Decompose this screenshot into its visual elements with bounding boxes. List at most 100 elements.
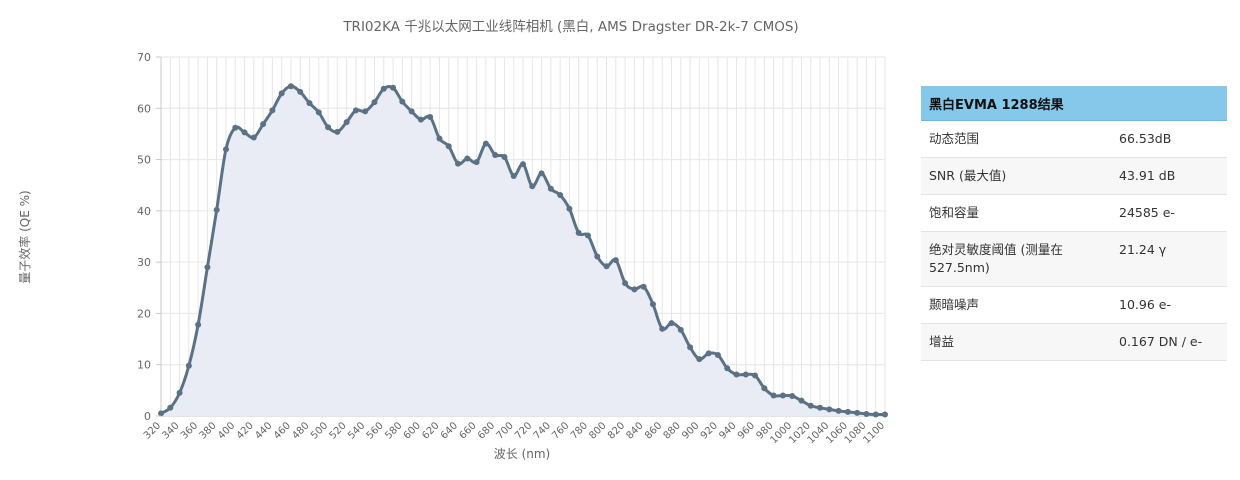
x-tick-label: 320 [142, 420, 163, 441]
qe-data-point [714, 351, 721, 358]
qe-data-point [436, 135, 443, 142]
qe-data-point [325, 124, 332, 131]
qe-data-point [612, 257, 619, 264]
qe-data-point [501, 154, 508, 161]
qe-data-point [844, 408, 851, 415]
qe-data-point [631, 286, 638, 293]
qe-area-fill [161, 86, 885, 417]
y-tick-label: 10 [137, 359, 151, 372]
qe-data-point [464, 155, 471, 162]
x-tick-label: 840 [625, 420, 646, 441]
qe-data-point [742, 371, 749, 378]
x-tick-label: 720 [513, 420, 534, 441]
qe-data-point [492, 151, 499, 158]
qe-data-point [417, 116, 424, 123]
qe-data-point [705, 350, 712, 357]
x-tick-label: 500 [309, 420, 330, 441]
x-tick-label: 520 [327, 420, 348, 441]
x-tick-label: 380 [198, 420, 219, 441]
qe-data-point [482, 140, 489, 147]
panel-title: 黑白EVMA 1288结果 [921, 86, 1227, 121]
result-row: 动态范围 66.53dB [921, 121, 1227, 158]
qe-data-point [222, 146, 229, 153]
qe-data-point [408, 108, 415, 115]
qe-data-point [854, 409, 861, 416]
result-label: 颞暗噪声 [929, 297, 980, 312]
qe-data-point [594, 253, 601, 260]
qe-data-point [334, 128, 341, 135]
x-tick-label: 340 [160, 420, 181, 441]
qe-data-point [547, 185, 554, 192]
x-tick-label: 660 [457, 420, 478, 441]
x-tick-label: 900 [680, 420, 701, 441]
qe-data-point [798, 397, 805, 404]
y-tick-labels: 0 10 20 30 40 50 60 70 [137, 51, 161, 423]
qe-data-point [213, 206, 220, 213]
x-tick-label: 820 [606, 420, 627, 441]
qe-data-point [427, 114, 434, 121]
qe-data-point [529, 183, 536, 190]
qe-data-point [260, 121, 267, 128]
result-row: SNR (最大值) 43.91 dB [921, 158, 1227, 195]
qe-data-point [696, 356, 703, 363]
result-value: 0.167 DN / e- [1119, 334, 1203, 349]
qe-data-point [733, 371, 740, 378]
result-label: 绝对灵敏度阈值 (测量在527.5nm) [929, 242, 1063, 275]
qe-data-point [557, 191, 564, 198]
qe-data-point [770, 392, 777, 399]
x-tick-label: 680 [476, 420, 497, 441]
x-tick-label: 460 [272, 420, 293, 441]
y-tick-label: 50 [137, 154, 151, 167]
y-axis-label: 量子效率 (QE %) [17, 190, 32, 283]
result-row: 饱和容量 24585 e- [921, 195, 1227, 232]
qe-data-point [287, 83, 294, 90]
result-value: 66.53dB [1119, 131, 1172, 146]
qe-data-point [473, 159, 480, 166]
qe-data-point [882, 411, 888, 418]
qe-data-point [241, 129, 248, 136]
y-tick-label: 40 [137, 205, 151, 218]
qe-data-point [158, 410, 164, 417]
qe-data-point [807, 402, 814, 409]
x-tick-label: 960 [736, 420, 757, 441]
x-tick-label: 480 [290, 420, 311, 441]
qe-data-point [584, 232, 591, 239]
x-tick-label: 760 [550, 420, 571, 441]
result-value: 21.24 γ [1119, 242, 1167, 257]
x-tick-labels: 3203403603804004204404604805005205405605… [142, 420, 887, 446]
qe-data-point [622, 280, 629, 287]
qe-chart: TRI02KA 千兆以太网工业线阵相机 (黑白, AMS Dragster DR… [17, 19, 888, 461]
qe-data-point [520, 161, 526, 168]
qe-data-point [835, 407, 842, 414]
qe-data-point [724, 365, 731, 372]
x-tick-label: 920 [699, 420, 720, 441]
qe-data-point [306, 100, 313, 107]
qe-data-point [399, 98, 406, 105]
x-tick-label: 800 [587, 420, 608, 441]
qe-data-point [278, 90, 285, 97]
y-tick-label: 0 [144, 410, 151, 423]
x-tick-label: 360 [179, 420, 200, 441]
x-tick-label: 740 [532, 420, 553, 441]
qe-data-point [575, 229, 582, 236]
x-tick-label: 560 [365, 420, 386, 441]
qe-data-point [510, 172, 517, 179]
y-tick-label: 20 [137, 307, 151, 320]
x-tick-label: 700 [495, 420, 516, 441]
x-tick-label: 940 [717, 420, 738, 441]
result-value: 24585 e- [1119, 205, 1175, 220]
qe-data-point [872, 411, 879, 418]
qe-data-point [380, 85, 387, 92]
qe-data-point [761, 385, 768, 392]
x-tick-label: 540 [346, 420, 367, 441]
qe-data-point [269, 107, 276, 114]
result-value: 10.96 e- [1119, 297, 1171, 312]
qe-data-point [779, 392, 786, 399]
qe-data-point [185, 362, 192, 369]
qe-data-point [455, 160, 462, 167]
qe-data-point [687, 344, 694, 351]
qe-data-point [352, 107, 359, 114]
qe-data-point [204, 264, 211, 271]
x-tick-label: 580 [383, 420, 404, 441]
qe-data-point [315, 109, 322, 116]
